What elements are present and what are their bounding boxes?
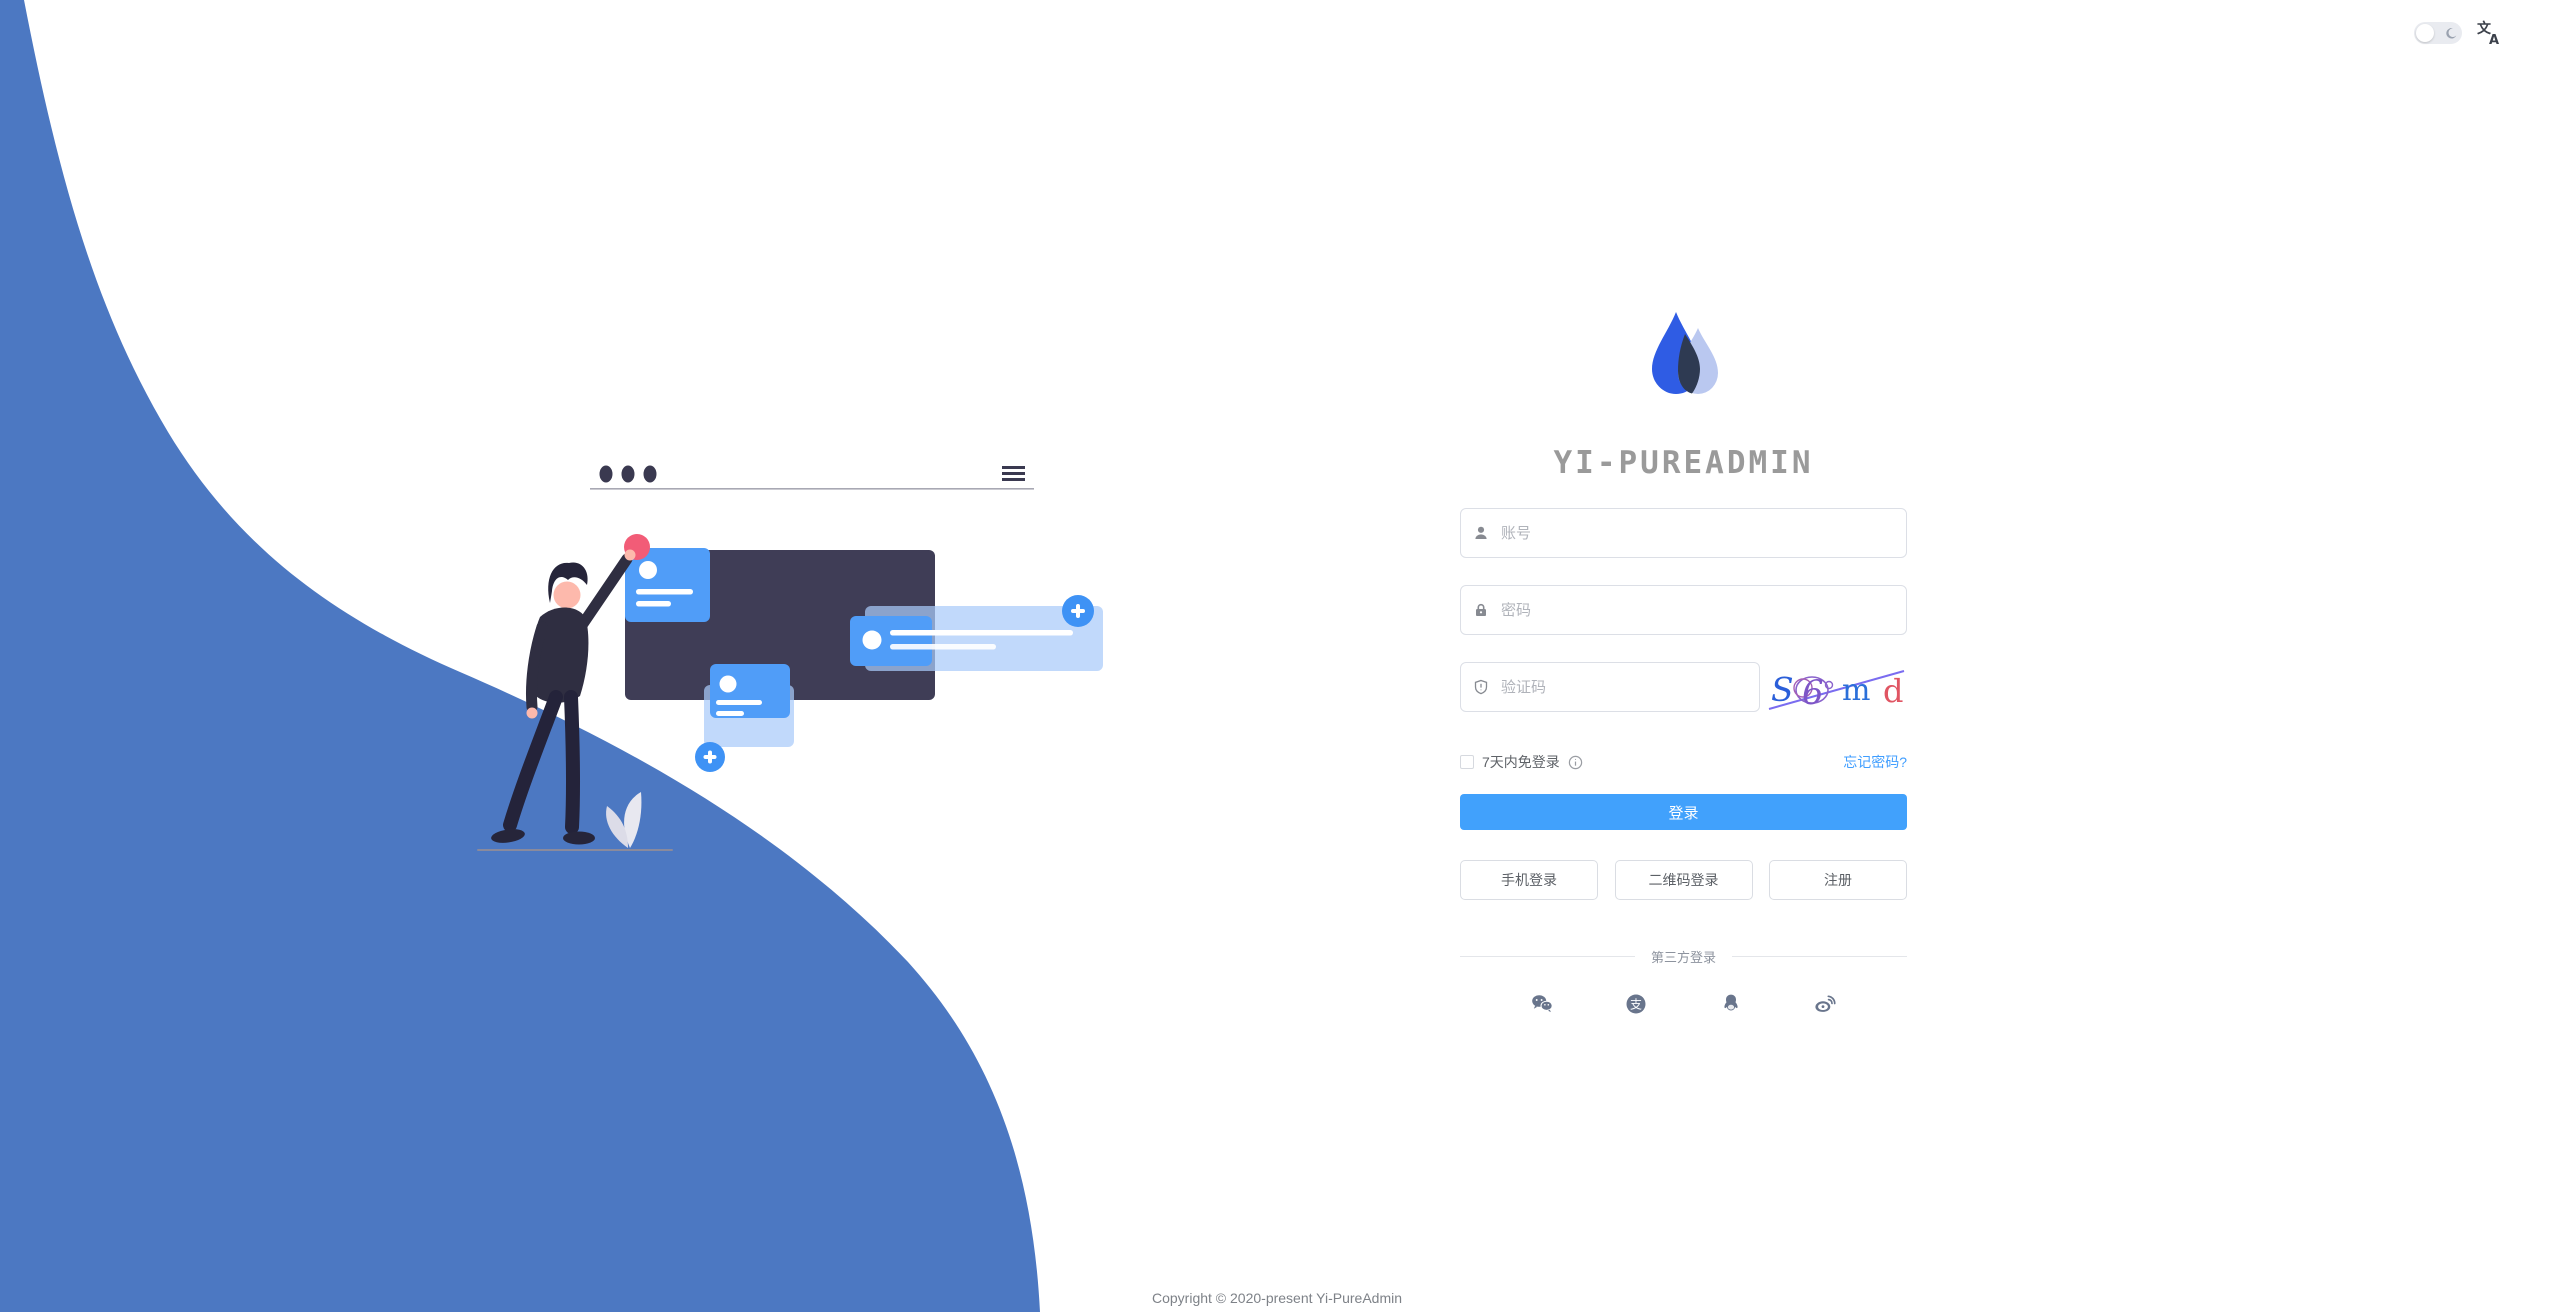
thirdparty-login-row: 支 [1460, 992, 1907, 1016]
account-input[interactable] [1460, 508, 1907, 558]
dark-mode-toggle[interactable] [2414, 22, 2462, 44]
alipay-icon[interactable]: 支 [1624, 992, 1648, 1016]
svg-text:文: 文 [2477, 20, 2492, 37]
login-illustration [470, 455, 1120, 860]
wechat-icon[interactable] [1530, 992, 1554, 1016]
forgot-password-link[interactable]: 忘记密码? [1843, 754, 1907, 770]
divider-label: 第三方登录 [1651, 950, 1717, 965]
copyright-footer: Copyright © 2020-present Yi-PureAdmin [1152, 1290, 1402, 1306]
svg-text:A: A [2489, 33, 2499, 46]
remember-checkbox-group[interactable]: 7天内免登录 [1460, 752, 1583, 772]
toggle-knob [2416, 24, 2434, 42]
svg-text:d: d [1883, 672, 1903, 710]
remember-checkbox[interactable] [1460, 755, 1474, 769]
svg-text:m: m [1842, 673, 1870, 708]
brand-logo-icon [1642, 310, 1726, 415]
browser-dots-icon [599, 465, 657, 483]
info-icon [1568, 755, 1583, 770]
captcha-input[interactable] [1460, 662, 1760, 712]
hamburger-icon [1002, 466, 1025, 481]
weibo-icon[interactable] [1813, 992, 1837, 1016]
svg-text:支: 支 [1630, 997, 1642, 1011]
register-button[interactable]: 注册 [1769, 860, 1907, 900]
captcha-image[interactable]: S 6 m d [1766, 662, 1907, 717]
login-panel: YI-PUREADMIN [1460, 310, 1908, 1016]
password-input[interactable] [1460, 585, 1907, 635]
qq-icon[interactable] [1719, 992, 1743, 1016]
svg-text:6: 6 [1802, 673, 1824, 713]
qrcode-login-button[interactable]: 二维码登录 [1614, 860, 1753, 900]
svg-text:S: S [1771, 670, 1794, 709]
thirdparty-divider: 第三方登录 [1460, 947, 1908, 966]
remember-label: 7天内免登录 [1482, 754, 1560, 770]
login-button[interactable]: 登录 [1460, 794, 1907, 830]
person-figure [491, 549, 636, 845]
phone-login-button[interactable]: 手机登录 [1460, 860, 1598, 900]
page-title: YI-PUREADMIN [1553, 445, 1814, 481]
topbar-controls: 文 A [2414, 20, 2502, 46]
moon-icon [2444, 26, 2458, 45]
translate-icon[interactable]: 文 A [2476, 20, 2502, 46]
